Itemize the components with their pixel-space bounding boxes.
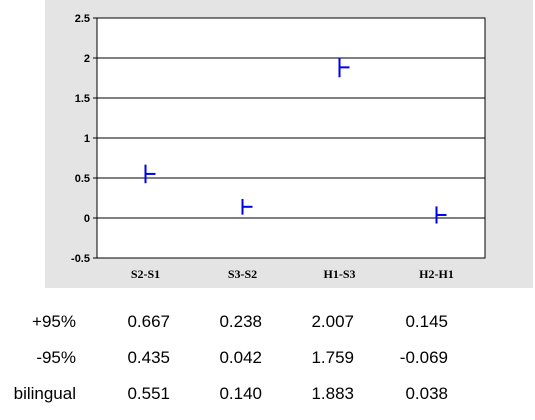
error-bar-s2-s1 bbox=[144, 164, 156, 184]
x-category-label: H1-S3 bbox=[323, 267, 355, 281]
gridlines bbox=[97, 57, 485, 219]
row-label: bilingual bbox=[13, 384, 76, 403]
error-bar-s3-s2 bbox=[241, 198, 253, 215]
table-cell: 0.435 bbox=[127, 348, 170, 367]
confidence-table: +95% 0.667 0.238 2.007 0.145 -95% 0.435 … bbox=[0, 312, 535, 417]
y-tick-label: 0.5 bbox=[75, 173, 90, 185]
y-tick-label: 2.5 bbox=[75, 13, 90, 25]
x-category-label: S2-S1 bbox=[131, 267, 160, 281]
error-bars bbox=[144, 57, 447, 224]
x-axis-labels: S2-S1 S3-S2 H1-S3 H2-H1 bbox=[131, 267, 454, 281]
y-tick-label: -0.5 bbox=[71, 253, 90, 265]
y-tick-label: 0 bbox=[84, 213, 90, 225]
table-cell: 1.883 bbox=[311, 384, 354, 403]
chart-frame: 2.5 2 1.5 1 0.5 0 -0.5 S2-S1 S3-S2 H1-S3 H2-H1 bbox=[45, 0, 533, 288]
table-cell: 0.145 bbox=[405, 312, 448, 331]
table-cell: 0.042 bbox=[219, 348, 262, 367]
table-cell: 0.238 bbox=[219, 312, 262, 331]
row-label: -95% bbox=[36, 348, 76, 367]
errorbar-chart: 2.5 2 1.5 1 0.5 0 -0.5 S2-S1 S3-S2 H1-S3 H2-H1 bbox=[45, 0, 533, 288]
table-cell: -0.069 bbox=[399, 348, 448, 367]
table-cell: 0.667 bbox=[127, 312, 170, 331]
y-tick-label: 2 bbox=[84, 53, 90, 65]
x-category-label: H2-H1 bbox=[419, 267, 454, 281]
error-bar-h1-s3 bbox=[338, 57, 350, 78]
table-cell: 0.140 bbox=[219, 384, 262, 403]
y-tick-label: 1 bbox=[84, 133, 90, 145]
error-bar-h2-h1 bbox=[435, 206, 447, 224]
table-row-lower: -95% 0.435 0.042 1.759 -0.069 bbox=[0, 348, 535, 370]
table-cell: 1.759 bbox=[311, 348, 354, 367]
y-axis-ticks: 2.5 2 1.5 1 0.5 0 -0.5 bbox=[71, 13, 97, 265]
table-row-bilingual: bilingual 0.551 0.140 1.883 0.038 bbox=[0, 384, 535, 406]
y-tick-label: 1.5 bbox=[75, 93, 90, 105]
table-row-upper: +95% 0.667 0.238 2.007 0.145 bbox=[0, 312, 535, 334]
table-cell: 0.551 bbox=[127, 384, 170, 403]
table-cell: 2.007 bbox=[311, 312, 354, 331]
table-cell: 0.038 bbox=[405, 384, 448, 403]
row-label: +95% bbox=[32, 312, 76, 331]
x-category-label: S3-S2 bbox=[228, 267, 257, 281]
